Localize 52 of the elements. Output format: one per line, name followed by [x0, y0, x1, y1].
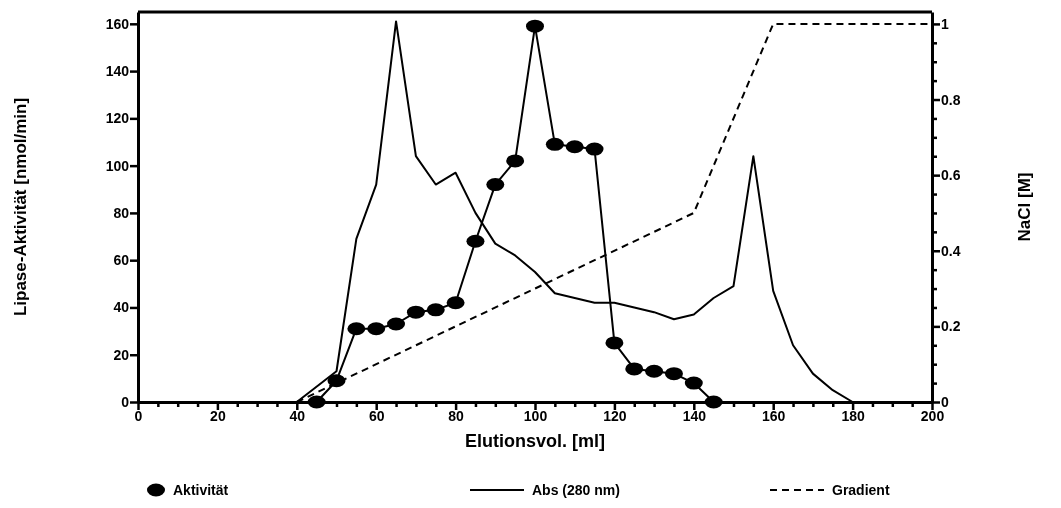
point	[526, 19, 544, 33]
x-tick-label: 20	[210, 407, 226, 424]
point	[426, 303, 445, 317]
point	[367, 322, 386, 336]
point	[545, 137, 564, 151]
x-tick-label: 180	[841, 407, 865, 424]
x-tick-label: 200	[920, 407, 945, 424]
point	[704, 395, 723, 409]
point	[684, 376, 703, 390]
y2-axis-title: NaCl [M]	[1015, 172, 1034, 242]
y-tick-label: 40	[113, 299, 130, 316]
x-tick-label: 60	[368, 407, 385, 424]
point	[307, 395, 326, 409]
y-tick-label: 160	[105, 15, 130, 32]
point	[347, 322, 366, 336]
point	[486, 178, 505, 192]
y2-tick-label: 0.8	[941, 91, 961, 108]
point	[664, 367, 683, 381]
y2-tick-label: 0.2	[941, 318, 961, 335]
y2-tick-label: 0.4	[941, 242, 961, 259]
x-axis-title: Elutionsvol. [ml]	[464, 431, 606, 451]
y-tick-label: 80	[113, 204, 130, 221]
point	[387, 317, 406, 331]
y-tick-label: 100	[105, 157, 130, 174]
point	[585, 142, 604, 156]
point	[506, 154, 525, 168]
y2-tick-label: 0.6	[941, 167, 961, 184]
point	[446, 296, 465, 310]
point	[645, 364, 664, 378]
x-tick-label: 40	[289, 407, 306, 424]
x-tick-label: 120	[603, 407, 627, 424]
y2-tick-label: 1	[941, 15, 949, 32]
point	[565, 140, 584, 154]
y-tick-label: 20	[113, 346, 130, 363]
y-tick-label: 0	[121, 393, 130, 410]
x-tick-label: 160	[762, 407, 786, 424]
x-tick-label: 100	[523, 407, 548, 424]
point	[406, 305, 425, 319]
legend-label: Aktivität	[173, 482, 229, 498]
x-tick-label: 0	[134, 407, 143, 424]
legend-label: Abs (280 nm)	[532, 482, 620, 498]
legend-label: Gradient	[832, 482, 890, 498]
y-axis-title: Lipase-Aktivität [nmol/min]	[11, 97, 30, 317]
point	[605, 336, 624, 350]
y-tick-label: 140	[105, 63, 130, 80]
y-tick-label: 60	[113, 252, 130, 269]
y2-tick-label: 0	[941, 393, 949, 410]
x-tick-label: 140	[682, 407, 707, 424]
x-tick-label: 80	[448, 407, 465, 424]
point	[466, 234, 485, 248]
y-tick-label: 120	[105, 110, 130, 127]
point	[625, 362, 644, 376]
